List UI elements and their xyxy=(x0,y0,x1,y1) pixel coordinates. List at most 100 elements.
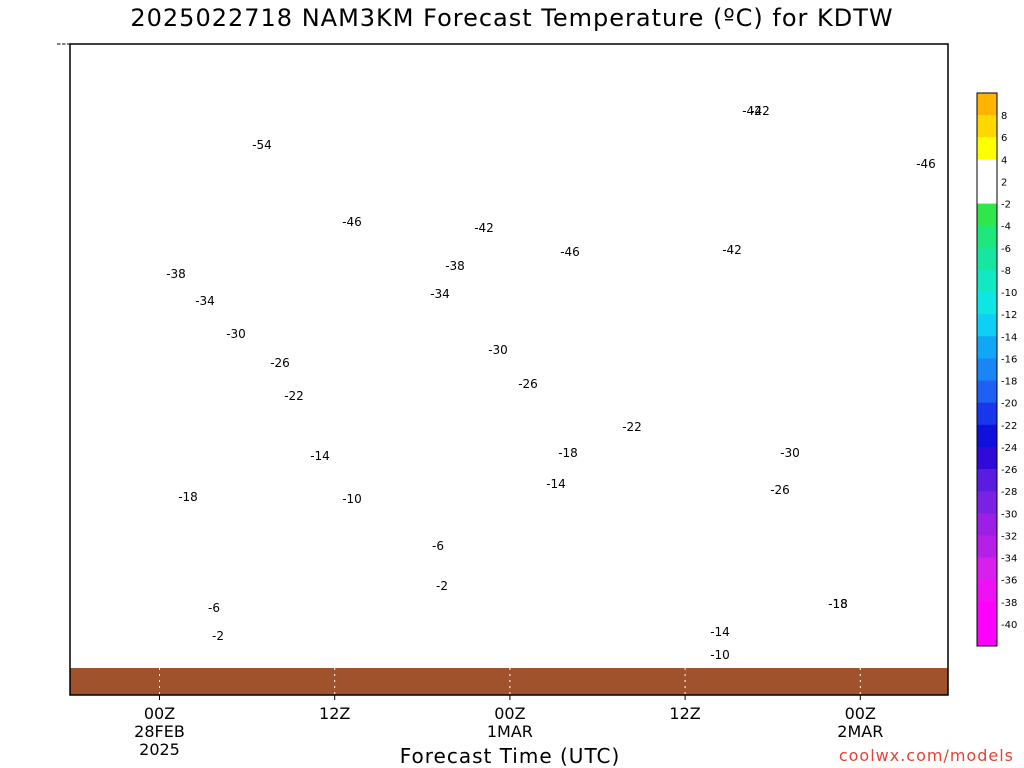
colorbar-label: -20 xyxy=(1001,399,1017,410)
contour-label: -38 xyxy=(166,267,186,281)
contour-label: -10 xyxy=(342,492,362,506)
contour-label: -14 xyxy=(710,625,730,639)
colorbar-label: -30 xyxy=(1001,509,1017,520)
colorbar-label: -8 xyxy=(1001,266,1011,277)
contour-label: -42 xyxy=(722,243,742,257)
colorbar-swatch xyxy=(977,623,997,647)
contour-labels: -54-46 -42-42-46 -42-46-38-38-34 -34-30-30-… xyxy=(166,104,936,662)
contour-label: -10 xyxy=(710,648,730,662)
colorbar-swatch xyxy=(977,557,997,581)
contour-label: -18 xyxy=(828,597,848,611)
colorbar-swatch xyxy=(977,225,997,249)
credit-link[interactable]: coolwx.com/models xyxy=(838,746,1014,765)
colorbar-label: -18 xyxy=(1001,377,1017,388)
colorbar-label: 4 xyxy=(1001,155,1007,166)
x-axis-title: Forecast Time (UTC) xyxy=(399,744,621,768)
colorbar-swatch xyxy=(977,93,997,116)
contour-label: -30 xyxy=(488,343,508,357)
colorbar-swatch xyxy=(977,513,997,536)
x-tick-label: 2025 xyxy=(139,740,180,759)
contour-label: -26 xyxy=(770,483,790,497)
contour-label: -30 xyxy=(780,446,800,460)
colorbar-swatch xyxy=(977,203,997,227)
colorbar-label: -22 xyxy=(1001,421,1017,432)
contour-label: -34 xyxy=(195,294,215,308)
contour-label: -18 xyxy=(558,446,578,460)
contour-label: -18 xyxy=(178,490,198,504)
contour-label: -2 xyxy=(212,629,224,643)
contour-label: -46 xyxy=(560,245,580,259)
colorbar-swatch xyxy=(977,446,997,470)
colorbar-label: -4 xyxy=(1001,222,1011,233)
contour-label: -26 xyxy=(270,356,290,370)
colorbar-swatch xyxy=(977,181,997,205)
colorbar-swatch xyxy=(977,270,997,293)
colorbar-swatch xyxy=(977,535,997,558)
colorbar-label: -6 xyxy=(1001,244,1011,255)
colorbar-swatch xyxy=(977,358,997,381)
colorbar-label: -26 xyxy=(1001,465,1017,476)
x-tick-label: 28FEB xyxy=(134,722,185,741)
contour-label: -26 xyxy=(518,377,538,391)
colorbar-label: -24 xyxy=(1001,443,1017,454)
colorbar-swatch xyxy=(977,601,997,625)
gridlines xyxy=(159,44,861,695)
contour-label: -38 xyxy=(445,259,465,273)
chart-title: 2025022718 NAM3KM Forecast Temperature (… xyxy=(130,4,894,32)
plot-frame xyxy=(69,43,949,696)
colorbar-label: 2 xyxy=(1001,177,1007,188)
contour-label: -14 xyxy=(546,477,566,491)
contour-label: -46 xyxy=(342,215,362,229)
contour-label: -54 xyxy=(252,138,272,152)
contour-label: -14 xyxy=(310,449,330,463)
x-tick-label: 1MAR xyxy=(487,722,533,741)
colorbar-swatch xyxy=(977,247,997,271)
colorbar-swatch xyxy=(977,159,997,182)
x-tick-label: 12Z xyxy=(669,704,700,723)
x-tick-label: 2MAR xyxy=(837,722,883,741)
colorbar: 8 6 4 2 -2 -4 -6 -8 -10 -12 -14 -16 -18 -20 -22 -24 -26 -… xyxy=(976,92,1017,647)
colorbar-label: -28 xyxy=(1001,487,1017,498)
contour-label: -18 xyxy=(828,597,848,611)
x-tick-label: 00Z xyxy=(144,704,175,723)
contour-label: -34 xyxy=(430,287,450,301)
colorbar-label: -36 xyxy=(1001,576,1017,587)
colorbar-swatch xyxy=(977,292,997,315)
colorbar-swatch xyxy=(977,424,997,448)
colorbar-label: -40 xyxy=(1001,620,1017,631)
colorbar-label: -12 xyxy=(1001,310,1017,321)
x-tick-label: 12Z xyxy=(319,704,350,723)
contour-label: -46 xyxy=(916,157,936,171)
colorbar-swatch xyxy=(977,336,997,359)
colorbar-label: -16 xyxy=(1001,354,1017,365)
colorbar-label: -38 xyxy=(1001,598,1017,609)
colorbar-swatch xyxy=(977,491,997,514)
x-tick-label: 00Z xyxy=(494,704,525,723)
contour-label: -2 xyxy=(436,579,448,593)
colorbar-swatch xyxy=(977,579,997,603)
contour-label: -42 xyxy=(474,221,494,235)
colorbar-swatch xyxy=(977,314,997,337)
colorbar-swatch xyxy=(977,402,997,426)
contour-label: -6 xyxy=(208,601,220,615)
contour-lines xyxy=(57,43,934,45)
colorbar-swatch xyxy=(977,469,997,492)
colorbar-label: 6 xyxy=(1001,133,1007,144)
ground-strip xyxy=(70,668,948,695)
contour-label: -42 xyxy=(750,104,770,118)
contour-label: -30 xyxy=(226,327,246,341)
colorbar-frame xyxy=(976,92,998,647)
x-tick-label: 00Z xyxy=(845,704,876,723)
contour-label: -6 xyxy=(432,539,444,553)
colorbar-label: -14 xyxy=(1001,332,1017,343)
contour-label: -42 xyxy=(742,104,762,118)
colorbar-label: -34 xyxy=(1001,554,1017,565)
contour-label: -22 xyxy=(622,420,642,434)
colorbar-swatch xyxy=(977,137,997,160)
colorbar-label: -2 xyxy=(1001,200,1011,211)
colorbar-swatch xyxy=(977,380,997,404)
colorbar-swatch xyxy=(977,115,997,138)
